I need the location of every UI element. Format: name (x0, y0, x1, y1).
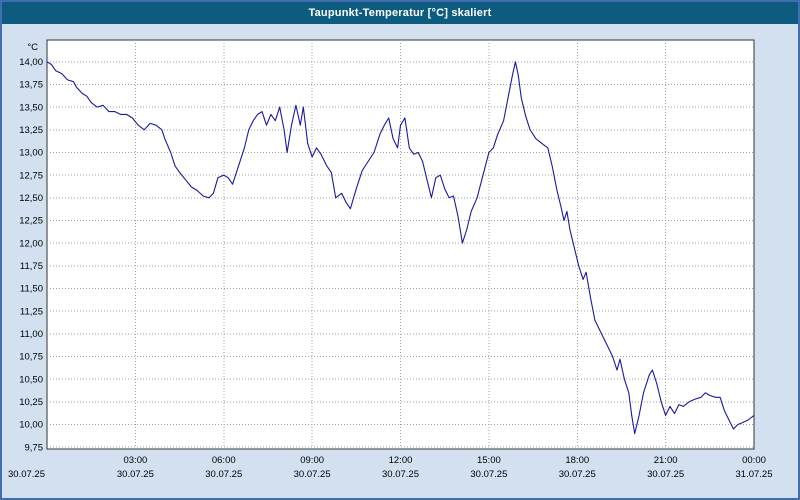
window-title: Taupunkt-Temperatur [°C] skaliert (308, 7, 492, 19)
svg-text:30.07.25: 30.07.25 (559, 469, 596, 480)
svg-text:11,00: 11,00 (20, 329, 43, 340)
svg-text:30.07.25: 30.07.25 (470, 469, 507, 480)
svg-text:12,75: 12,75 (19, 170, 43, 181)
svg-text:13,25: 13,25 (19, 125, 43, 136)
svg-text:15:00: 15:00 (477, 455, 501, 466)
svg-text:12,50: 12,50 (19, 193, 43, 204)
chart-canvas: 14,00 13,75 13,50 13,25 13,00 12,75 12,50 12,25… (8, 39, 773, 480)
svg-text:30.07.25: 30.07.25 (8, 469, 45, 480)
svg-text:11,25: 11,25 (20, 306, 43, 317)
svg-text:13,50: 13,50 (19, 102, 43, 113)
svg-text:9,75: 9,75 (25, 442, 44, 453)
svg-text:06:00: 06:00 (212, 455, 236, 466)
svg-text:31.07.25: 31.07.25 (736, 469, 773, 480)
chart-area: 14,00 13,75 13,50 13,25 13,00 12,75 12,50 12,25… (2, 24, 798, 498)
svg-text:10,75: 10,75 (19, 352, 43, 363)
svg-text:14,00: 14,00 (19, 57, 43, 68)
svg-text:13,75: 13,75 (19, 80, 43, 91)
svg-text:11,50: 11,50 (20, 284, 43, 295)
svg-text:30.07.25: 30.07.25 (294, 469, 331, 480)
svg-text:30.07.25: 30.07.25 (382, 469, 419, 480)
svg-text:°C: °C (27, 42, 38, 53)
svg-text:12,25: 12,25 (19, 216, 43, 227)
titlebar: Taupunkt-Temperatur [°C] skaliert (2, 2, 798, 24)
svg-text:13,00: 13,00 (19, 148, 43, 159)
svg-text:21:00: 21:00 (654, 455, 678, 466)
svg-text:12,00: 12,00 (19, 238, 43, 249)
svg-text:30.07.25: 30.07.25 (647, 469, 684, 480)
svg-text:03:00: 03:00 (123, 455, 147, 466)
svg-text:12:00: 12:00 (389, 455, 413, 466)
svg-text:30.07.25: 30.07.25 (117, 469, 154, 480)
svg-text:09:00: 09:00 (300, 455, 324, 466)
svg-text:10,50: 10,50 (19, 374, 43, 385)
svg-text:11,75: 11,75 (20, 261, 43, 272)
svg-text:30.07.25: 30.07.25 (205, 469, 242, 480)
svg-text:10,00: 10,00 (19, 420, 43, 431)
svg-text:10,25: 10,25 (19, 397, 43, 408)
svg-text:00:00: 00:00 (742, 455, 766, 466)
svg-text:18:00: 18:00 (565, 455, 589, 466)
